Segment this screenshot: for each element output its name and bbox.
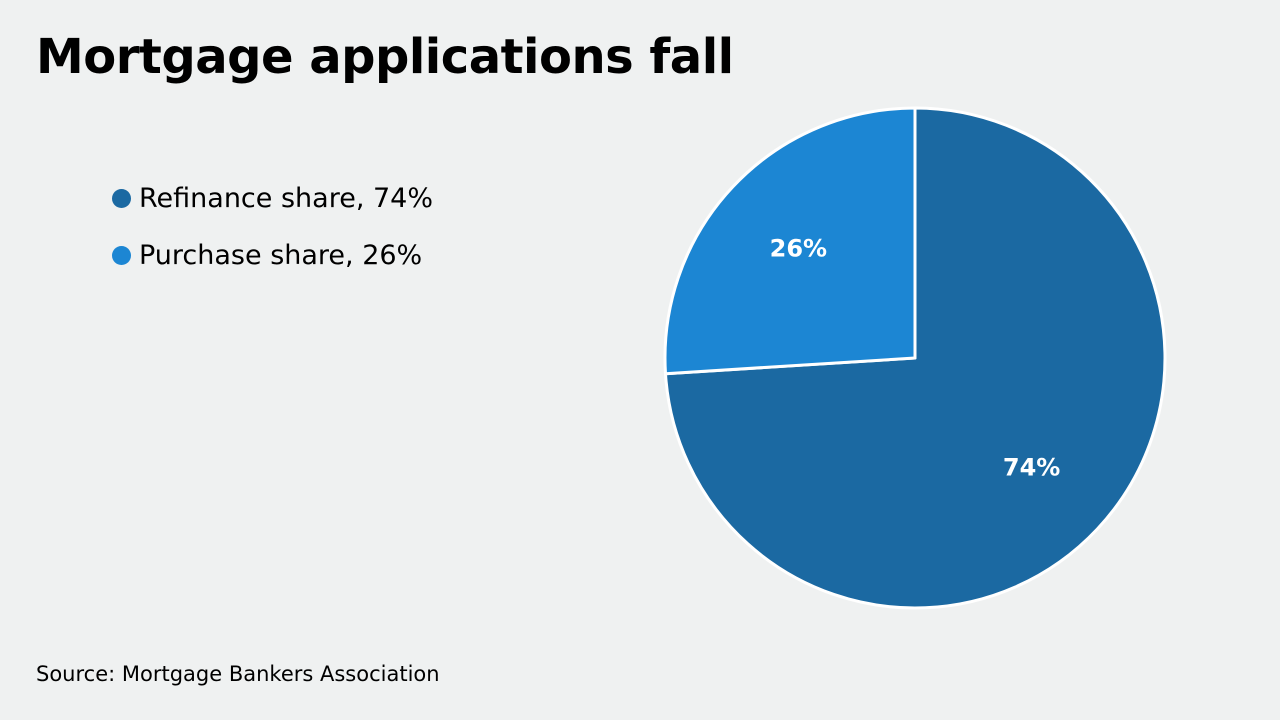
- legend-item-purchase: Purchase share, 26%: [112, 235, 433, 275]
- legend-item-refinance: Refinance share, 74%: [112, 178, 433, 218]
- pie-slice-purchase: [663, 106, 917, 376]
- data-label-purchase: 26%: [770, 234, 827, 262]
- pie-data-labels: 74% 26%: [770, 234, 1061, 481]
- legend-label-refinance: Refinance share, 74%: [139, 182, 433, 214]
- legend-label-purchase: Purchase share, 26%: [139, 239, 423, 271]
- chart-legend: Refinance share, 74% Purchase share, 26%: [112, 178, 433, 292]
- source-note: Source: Mortgage Bankers Association: [36, 662, 440, 686]
- chart-title: Mortgage applications fall: [36, 29, 734, 85]
- legend-marker-purchase: [112, 245, 131, 265]
- pie-slices: [663, 106, 1167, 610]
- legend-marker-refinance: [112, 188, 131, 208]
- data-label-refinance: 74%: [1003, 454, 1060, 482]
